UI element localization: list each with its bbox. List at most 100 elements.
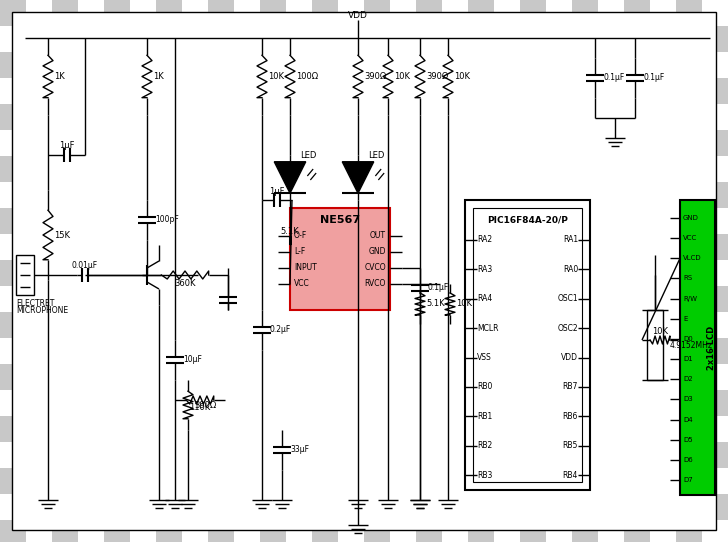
Bar — [572, 390, 598, 416]
Bar — [494, 520, 520, 542]
Bar — [78, 104, 104, 130]
Bar — [182, 0, 208, 26]
Bar — [338, 338, 364, 364]
Bar — [0, 338, 26, 364]
Bar — [208, 442, 234, 468]
Bar — [676, 234, 702, 260]
Bar — [520, 468, 546, 494]
Bar — [208, 78, 234, 104]
Bar — [52, 208, 78, 234]
Bar — [468, 260, 494, 286]
Bar — [546, 494, 572, 520]
Bar — [78, 312, 104, 338]
Bar — [182, 182, 208, 208]
Bar — [676, 0, 702, 26]
Bar — [650, 260, 676, 286]
Bar — [312, 390, 338, 416]
Bar — [286, 364, 312, 390]
Text: RB6: RB6 — [563, 412, 578, 421]
Bar — [598, 130, 624, 156]
Bar — [494, 0, 520, 26]
Bar — [650, 364, 676, 390]
Bar — [572, 26, 598, 52]
Bar — [680, 200, 715, 495]
Bar — [624, 130, 650, 156]
Bar — [520, 390, 546, 416]
Bar — [104, 26, 130, 52]
Bar — [156, 390, 182, 416]
Bar — [104, 260, 130, 286]
Bar — [52, 260, 78, 286]
Bar — [78, 416, 104, 442]
Bar — [0, 234, 26, 260]
Bar — [26, 520, 52, 542]
Bar — [598, 468, 624, 494]
Bar — [546, 260, 572, 286]
Text: CVCO: CVCO — [365, 263, 386, 273]
Bar — [130, 156, 156, 182]
Bar — [234, 442, 260, 468]
Bar — [624, 260, 650, 286]
Bar — [473, 208, 582, 482]
Bar — [208, 104, 234, 130]
Bar — [52, 468, 78, 494]
Bar — [286, 260, 312, 286]
Bar — [702, 104, 728, 130]
Bar — [390, 416, 416, 442]
Bar — [52, 130, 78, 156]
Bar — [390, 156, 416, 182]
Bar — [26, 468, 52, 494]
Bar — [260, 130, 286, 156]
Bar — [702, 0, 728, 26]
Bar — [676, 78, 702, 104]
Bar — [286, 156, 312, 182]
Bar — [520, 26, 546, 52]
Bar — [416, 520, 442, 542]
Bar — [234, 78, 260, 104]
Bar — [468, 234, 494, 260]
Text: 0.2μF: 0.2μF — [270, 326, 291, 334]
Bar — [104, 208, 130, 234]
Bar — [52, 0, 78, 26]
Bar — [208, 130, 234, 156]
Bar — [624, 0, 650, 26]
Bar — [182, 520, 208, 542]
Bar — [52, 26, 78, 52]
Bar — [234, 208, 260, 234]
Bar — [0, 390, 26, 416]
Bar — [364, 130, 390, 156]
Bar — [390, 364, 416, 390]
Bar — [338, 208, 364, 234]
Bar — [364, 104, 390, 130]
Bar — [390, 390, 416, 416]
Bar — [286, 494, 312, 520]
Bar — [468, 26, 494, 52]
Bar — [234, 0, 260, 26]
Bar — [104, 338, 130, 364]
Bar — [182, 52, 208, 78]
Text: 1μF: 1μF — [59, 141, 74, 151]
Bar — [650, 130, 676, 156]
Bar — [494, 312, 520, 338]
Bar — [234, 364, 260, 390]
Text: NE567: NE567 — [320, 215, 360, 225]
Text: RB4: RB4 — [563, 470, 578, 480]
Bar — [260, 52, 286, 78]
Bar — [234, 286, 260, 312]
Bar — [546, 234, 572, 260]
Bar — [260, 494, 286, 520]
Bar — [364, 26, 390, 52]
Bar — [78, 156, 104, 182]
Bar — [494, 364, 520, 390]
Bar — [416, 364, 442, 390]
Text: GND: GND — [683, 215, 699, 221]
Bar — [182, 26, 208, 52]
Bar — [26, 26, 52, 52]
Bar — [78, 234, 104, 260]
Bar — [286, 338, 312, 364]
Text: OSC2: OSC2 — [558, 324, 578, 333]
Bar — [182, 130, 208, 156]
Bar — [286, 520, 312, 542]
Bar — [572, 260, 598, 286]
Text: 100pF: 100pF — [155, 216, 179, 224]
